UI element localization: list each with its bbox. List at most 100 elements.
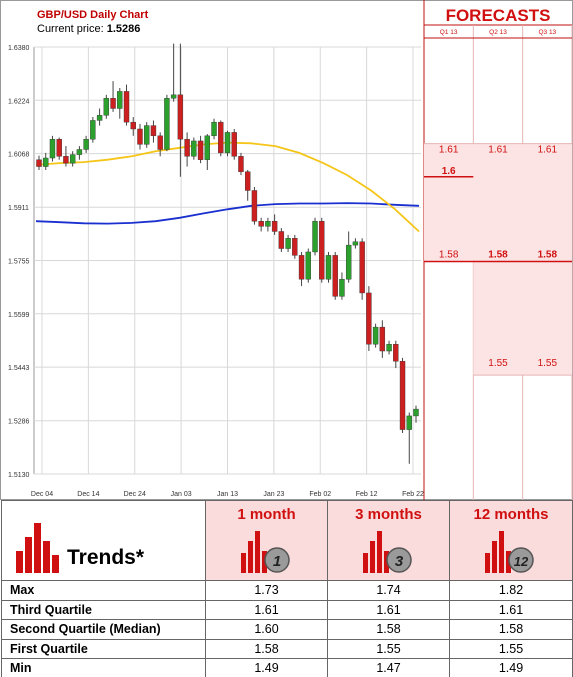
candle-body bbox=[117, 91, 123, 109]
chart-title: GBP/USD Daily Chart bbox=[37, 9, 149, 21]
y-tick-label: 1.6068 bbox=[8, 152, 30, 159]
candle-body bbox=[258, 221, 264, 227]
row-value: 1.58 bbox=[327, 619, 450, 640]
candle-body bbox=[157, 135, 163, 150]
x-tick-label: Feb 12 bbox=[356, 491, 378, 498]
candle-body bbox=[150, 125, 157, 137]
badge-number: 3 bbox=[394, 553, 403, 570]
forecast-upper-value: 1.61 bbox=[439, 145, 459, 156]
candle-body bbox=[177, 94, 184, 140]
candle-body bbox=[231, 132, 237, 157]
table-row: First Quartile 1.58 1.55 1.55 bbox=[1, 638, 573, 659]
candle-body bbox=[271, 221, 278, 232]
row-label: Min bbox=[1, 658, 206, 677]
current-price-value: 1.5286 bbox=[106, 23, 141, 35]
candle-body bbox=[305, 251, 311, 280]
row-label: Third Quartile bbox=[1, 599, 206, 620]
bar-chart-icon bbox=[16, 523, 59, 573]
y-tick-label: 1.5286 bbox=[8, 419, 30, 426]
current-price: Current price: 1.5286 bbox=[37, 23, 140, 35]
candle-body bbox=[49, 139, 56, 159]
candle-body bbox=[197, 140, 204, 160]
row-value: 1.49 bbox=[449, 658, 573, 677]
candle-body bbox=[103, 98, 110, 116]
long-moving-average-line bbox=[35, 202, 420, 225]
candle-body bbox=[292, 238, 298, 256]
candle-body bbox=[90, 120, 96, 140]
candle-body bbox=[211, 121, 217, 137]
candle-body bbox=[285, 238, 291, 249]
column-1-month: 1 month 1 bbox=[205, 500, 328, 581]
gbp-usd-chart: 1.6380 1.6224 1.6068 1.5911 1.5755 1.5599 1.54… bbox=[0, 0, 573, 500]
x-tick-label: Jan 03 bbox=[171, 491, 192, 498]
forecast-bottom-value: 1.55 bbox=[488, 358, 508, 369]
candle-body bbox=[298, 255, 305, 280]
candle-body bbox=[393, 343, 399, 362]
candle-body bbox=[170, 94, 177, 99]
badge-number: 12 bbox=[514, 554, 529, 569]
candle-body bbox=[83, 139, 89, 150]
column-label: 12 months bbox=[473, 506, 549, 523]
row-value: 1.58 bbox=[449, 619, 573, 640]
forecasts-title: FORECASTS bbox=[446, 6, 551, 25]
candle-body bbox=[164, 98, 170, 150]
candle-body bbox=[204, 135, 211, 160]
y-tick-label: 1.5599 bbox=[8, 312, 30, 319]
x-tick-label: Jan 23 bbox=[263, 491, 284, 498]
candle-body bbox=[191, 140, 197, 157]
candle-body bbox=[96, 115, 103, 121]
x-tick-label: Feb 02 bbox=[309, 491, 331, 498]
forecast-bottom-value: 1.55 bbox=[538, 358, 558, 369]
candle-body bbox=[130, 121, 136, 130]
candle-body bbox=[137, 128, 143, 145]
candle-body bbox=[312, 221, 318, 253]
candle-body bbox=[366, 292, 372, 345]
table-row: Second Quartile (Median) 1.60 1.58 1.58 bbox=[1, 619, 573, 640]
row-label: Second Quartile (Median) bbox=[1, 619, 206, 640]
candle-body bbox=[218, 121, 224, 154]
x-tick-label: Dec 24 bbox=[124, 491, 146, 498]
forecast-lower-value: 1.58 bbox=[439, 250, 459, 261]
y-tick-label: 1.6224 bbox=[8, 98, 30, 105]
candle-body bbox=[386, 343, 392, 352]
forecast-upper-value: 1.61 bbox=[488, 145, 508, 156]
forecast-lower-value: 1.58 bbox=[488, 250, 508, 261]
table-row: Third Quartile 1.61 1.61 1.61 bbox=[1, 599, 573, 620]
row-value: 1.61 bbox=[327, 599, 450, 620]
chart-panel: 1.6380 1.6224 1.6068 1.5911 1.5755 1.5599 1.54… bbox=[0, 0, 573, 500]
candle-body bbox=[359, 241, 365, 294]
forecast-column-label: Q3 13 bbox=[538, 29, 556, 36]
candle-body bbox=[224, 132, 231, 154]
twelve-months-icon: 12 bbox=[485, 531, 534, 573]
trends-table: Trends* 1 month 1 3 months 3 bbox=[1, 500, 573, 677]
current-price-label: Current price: bbox=[37, 23, 104, 35]
row-value: 1.74 bbox=[327, 580, 450, 601]
candle-body bbox=[332, 255, 338, 297]
column-label: 3 months bbox=[355, 506, 422, 523]
row-value: 1.61 bbox=[449, 599, 573, 620]
row-value: 1.58 bbox=[205, 638, 328, 659]
candle-body bbox=[110, 98, 116, 109]
y-tick-label: 1.5755 bbox=[8, 259, 30, 266]
row-value: 1.60 bbox=[205, 619, 328, 640]
x-tick-label: Dec 14 bbox=[77, 491, 99, 498]
trends-table-panel: Trends* 1 month 1 3 months 3 bbox=[0, 500, 573, 677]
candle-body bbox=[144, 125, 150, 145]
candle-body bbox=[379, 326, 386, 352]
candle-body bbox=[278, 231, 285, 249]
candle-body bbox=[399, 361, 406, 430]
three-months-icon: 3 bbox=[362, 531, 412, 573]
row-value: 1.73 bbox=[205, 580, 328, 601]
candle-body bbox=[372, 326, 379, 345]
candle-body bbox=[238, 156, 244, 172]
forecast-column-label: Q2 13 bbox=[489, 29, 507, 36]
table-row: Max 1.73 1.74 1.82 bbox=[1, 580, 573, 601]
column-3-months: 3 months 3 bbox=[327, 500, 450, 581]
y-tick-label: 1.5443 bbox=[8, 365, 30, 372]
trends-heading-cell: Trends* bbox=[1, 500, 206, 581]
table-row: Min 1.49 1.47 1.49 bbox=[1, 658, 573, 677]
row-value: 1.61 bbox=[205, 599, 328, 620]
candle-body bbox=[319, 221, 325, 280]
row-value: 1.82 bbox=[449, 580, 573, 601]
row-label: Max bbox=[1, 580, 206, 601]
